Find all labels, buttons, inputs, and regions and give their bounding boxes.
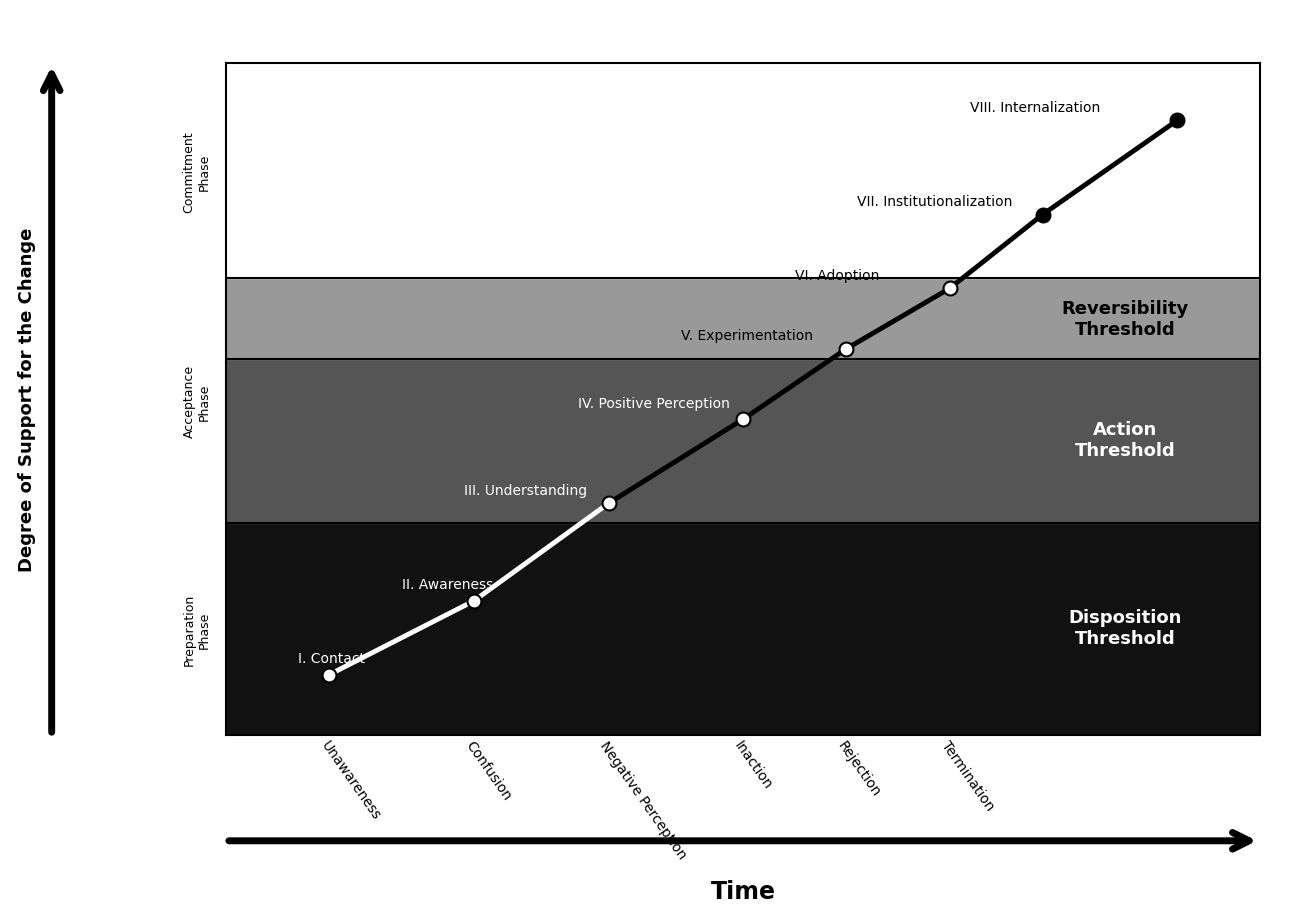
Text: VIII. Internalization: VIII. Internalization <box>970 101 1101 115</box>
Text: Disposition
Threshold: Disposition Threshold <box>1068 608 1182 647</box>
Bar <box>226 279 1260 359</box>
Text: V. Experimentation: V. Experimentation <box>681 329 813 343</box>
Text: Rejection: Rejection <box>835 738 884 799</box>
Text: Acceptance
Phase: Acceptance Phase <box>182 365 211 438</box>
Text: VI. Adoption: VI. Adoption <box>795 268 879 283</box>
Text: II. Awareness: II. Awareness <box>402 577 494 591</box>
Text: III. Understanding: III. Understanding <box>464 483 587 497</box>
Text: Reversibility
Threshold: Reversibility Threshold <box>1062 300 1189 338</box>
Text: Negative Perception: Negative Perception <box>597 738 689 861</box>
Bar <box>226 64 1260 279</box>
Text: I. Contact: I. Contact <box>298 651 366 665</box>
Text: Commitment
Phase: Commitment Phase <box>182 130 211 212</box>
Text: Time: Time <box>711 879 775 903</box>
Text: Degree of Support for the Change: Degree of Support for the Change <box>18 228 36 572</box>
Text: Inaction: Inaction <box>731 738 775 792</box>
Text: IV. Positive Perception: IV. Positive Perception <box>578 396 730 410</box>
Text: Unawareness: Unawareness <box>318 738 382 823</box>
Text: Action
Threshold: Action Threshold <box>1075 421 1176 460</box>
Text: Confusion: Confusion <box>463 738 514 803</box>
Text: Termination: Termination <box>938 738 996 813</box>
Text: VII. Institutionalization: VII. Institutionalization <box>857 195 1012 209</box>
Bar <box>226 359 1260 524</box>
Text: Preparation
Phase: Preparation Phase <box>182 594 211 665</box>
Bar <box>226 524 1260 735</box>
